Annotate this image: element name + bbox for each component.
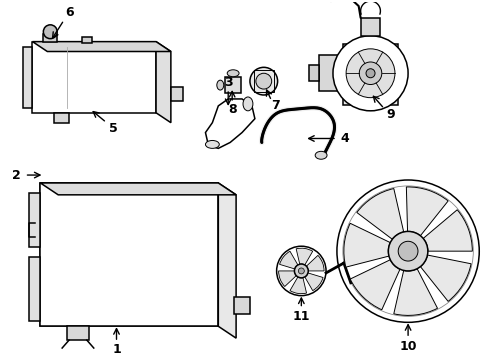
- Circle shape: [298, 268, 304, 274]
- Wedge shape: [423, 210, 472, 251]
- Ellipse shape: [243, 97, 253, 111]
- Wedge shape: [420, 255, 471, 301]
- Text: 2: 2: [12, 168, 21, 181]
- Wedge shape: [350, 260, 400, 310]
- Ellipse shape: [315, 151, 327, 159]
- Wedge shape: [296, 248, 313, 265]
- Bar: [171, 87, 183, 101]
- Circle shape: [43, 25, 57, 39]
- Circle shape: [256, 73, 271, 89]
- Ellipse shape: [217, 80, 224, 90]
- Bar: [32, 42, 156, 113]
- Ellipse shape: [205, 140, 220, 148]
- Bar: [43, 34, 57, 42]
- Circle shape: [366, 69, 375, 78]
- Text: 6: 6: [66, 6, 74, 19]
- Ellipse shape: [227, 70, 239, 77]
- Wedge shape: [290, 277, 307, 294]
- Bar: [28, 193, 40, 247]
- Circle shape: [333, 36, 408, 111]
- Text: 10: 10: [399, 339, 417, 352]
- Bar: [67, 326, 89, 340]
- Bar: [254, 70, 273, 92]
- Wedge shape: [279, 271, 296, 287]
- Bar: [309, 66, 319, 81]
- Text: 7: 7: [271, 99, 280, 112]
- Bar: [40, 183, 219, 326]
- Polygon shape: [219, 183, 236, 338]
- Wedge shape: [305, 273, 323, 291]
- Circle shape: [398, 241, 418, 261]
- Text: 1: 1: [112, 342, 121, 356]
- Text: 9: 9: [386, 108, 394, 121]
- Circle shape: [346, 49, 395, 98]
- Wedge shape: [306, 255, 324, 271]
- Bar: [40, 183, 219, 326]
- Polygon shape: [156, 42, 171, 123]
- Text: 5: 5: [109, 122, 118, 135]
- Wedge shape: [406, 187, 448, 236]
- Circle shape: [277, 246, 326, 296]
- Bar: [361, 18, 380, 36]
- Wedge shape: [344, 223, 390, 267]
- Bar: [319, 55, 343, 91]
- Bar: [225, 77, 241, 93]
- Bar: [40, 183, 219, 326]
- Polygon shape: [40, 183, 236, 195]
- Circle shape: [250, 67, 278, 95]
- Wedge shape: [280, 251, 298, 269]
- Text: 11: 11: [293, 310, 310, 323]
- Bar: [28, 257, 40, 321]
- Circle shape: [388, 231, 428, 271]
- Bar: [54, 113, 69, 123]
- Bar: [234, 297, 250, 314]
- Polygon shape: [205, 99, 255, 148]
- Circle shape: [359, 62, 382, 85]
- Text: 4: 4: [341, 132, 349, 145]
- Bar: [23, 46, 32, 108]
- Polygon shape: [32, 42, 171, 51]
- Circle shape: [337, 180, 479, 322]
- Text: 8: 8: [228, 103, 237, 116]
- Text: 3: 3: [224, 76, 233, 89]
- Circle shape: [294, 264, 308, 278]
- Bar: [343, 44, 398, 105]
- Wedge shape: [357, 189, 404, 239]
- Bar: [82, 37, 92, 42]
- Circle shape: [343, 186, 473, 316]
- Wedge shape: [394, 269, 438, 315]
